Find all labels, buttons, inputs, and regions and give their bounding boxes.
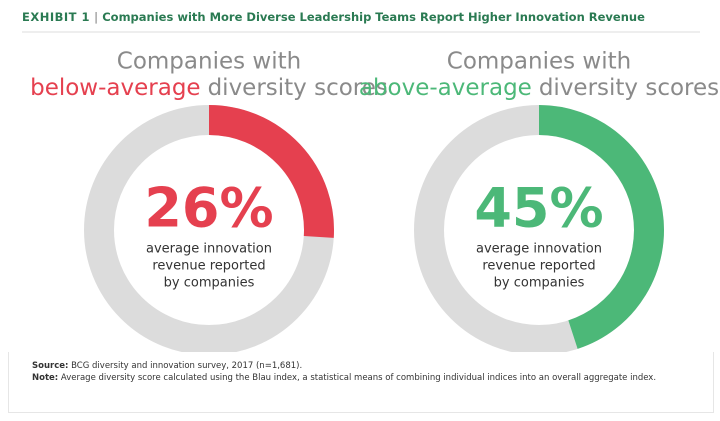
donut-title: Companies with (447, 49, 631, 75)
header-title: Companies with More Diverse Leadership T… (102, 10, 645, 24)
description: average innovation (146, 242, 272, 257)
subtitle-rest: diversity scores (539, 75, 719, 101)
note-label: Note: (32, 373, 59, 383)
source: Source: BCG diversity and innovation sur… (32, 360, 692, 372)
subtitle-highlight: below-average (30, 75, 200, 101)
note-text: Average diversity score calculated using… (60, 373, 657, 383)
description: by companies (164, 276, 255, 291)
description: revenue reported (482, 259, 595, 274)
note: Note: Average diversity score calculated… (32, 372, 692, 384)
donut-segment (538, 105, 664, 349)
subtitle-rest: diversity scores (208, 75, 388, 101)
donut-segment (208, 105, 334, 238)
footer-frame (8, 352, 714, 413)
description: by companies (494, 276, 585, 291)
value-label: 26% (144, 177, 273, 240)
chart: EXHIBIT 1 | Companies with More Diverse Le… (22, 10, 719, 355)
header: EXHIBIT 1 | Companies with More Diverse Le… (22, 10, 645, 24)
donut-subtitle: above-average diversity scores (359, 75, 719, 101)
source-text: BCG diversity and innovation survey, 201… (71, 361, 303, 371)
description: average innovation (476, 242, 602, 257)
footer: Source: BCG diversity and innovation sur… (32, 360, 692, 384)
exhibit-label: EXHIBIT 1 (22, 10, 90, 24)
description: revenue reported (152, 259, 265, 274)
subtitle-highlight: above-average (359, 75, 532, 101)
separator: | (94, 10, 98, 24)
donut-subtitle: below-average diversity scores (30, 75, 388, 101)
donut-title: Companies with (117, 49, 301, 75)
source-label: Source: (32, 361, 69, 371)
value-label: 45% (474, 177, 603, 240)
